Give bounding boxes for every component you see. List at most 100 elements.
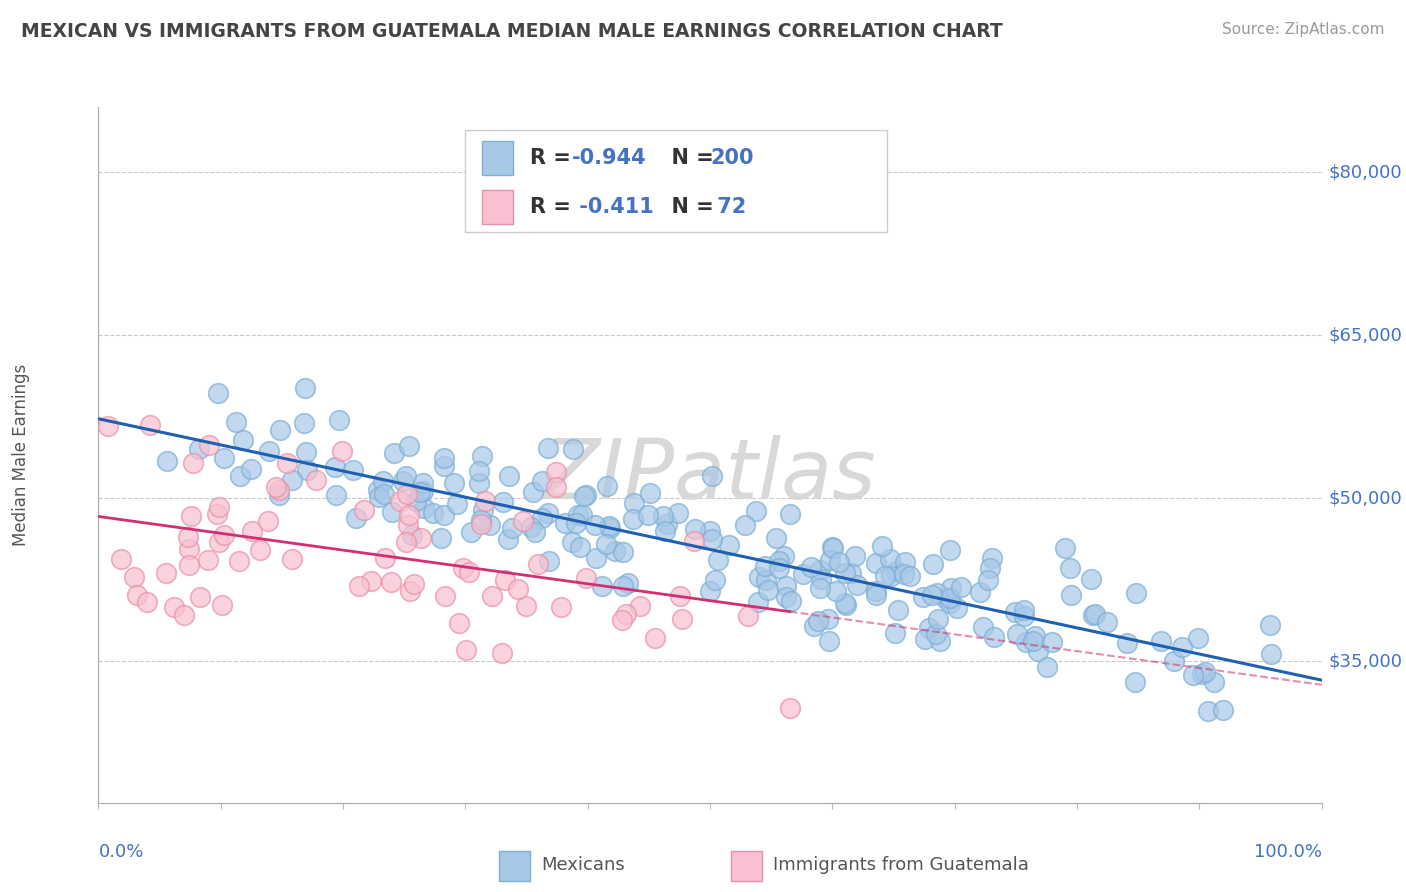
Point: [402, 577, 425, 591]
Point: [208, 534, 231, 549]
Point: [818, 634, 841, 648]
Point: [1042, 635, 1064, 649]
Point: [198, 438, 221, 452]
Point: [447, 615, 470, 630]
Text: -0.944: -0.944: [572, 148, 647, 169]
Point: [457, 565, 479, 579]
Point: [870, 539, 893, 553]
Point: [669, 589, 692, 603]
Point: [699, 583, 721, 598]
Text: ZIPatlas: ZIPatlas: [543, 435, 877, 516]
Point: [792, 567, 814, 582]
Point: [748, 570, 770, 584]
Point: [865, 556, 887, 570]
Point: [596, 479, 619, 493]
Point: [623, 496, 645, 510]
Point: [281, 473, 304, 487]
Point: [392, 474, 415, 488]
Text: Median Male Earnings: Median Male Earnings: [13, 364, 30, 546]
Point: [918, 621, 941, 635]
Point: [344, 511, 367, 525]
Point: [683, 522, 706, 536]
Point: [810, 572, 832, 586]
Point: [768, 554, 790, 568]
Point: [367, 490, 389, 504]
Point: [1053, 541, 1076, 556]
Point: [599, 521, 621, 535]
Point: [409, 485, 432, 500]
Point: [565, 516, 588, 531]
Point: [1123, 675, 1146, 690]
Point: [257, 443, 280, 458]
Point: [249, 543, 271, 558]
Point: [841, 566, 863, 580]
Point: [846, 578, 869, 592]
Text: Mexicans: Mexicans: [541, 856, 626, 874]
Point: [945, 600, 967, 615]
Point: [211, 598, 233, 612]
Point: [1024, 628, 1046, 642]
Point: [434, 590, 457, 604]
Point: [162, 599, 184, 614]
Point: [207, 386, 229, 401]
Point: [422, 506, 444, 520]
Point: [405, 494, 427, 508]
Point: [398, 508, 420, 522]
Point: [595, 537, 617, 551]
Point: [779, 701, 801, 715]
Point: [454, 642, 477, 657]
Point: [834, 566, 856, 580]
Text: -0.411: -0.411: [572, 196, 654, 217]
Point: [884, 564, 907, 578]
Point: [938, 543, 960, 558]
Text: $80,000: $80,000: [1329, 163, 1402, 181]
Point: [125, 588, 148, 602]
Point: [972, 620, 994, 634]
Point: [628, 599, 651, 613]
Point: [571, 508, 593, 522]
Point: [1015, 634, 1038, 648]
Point: [569, 541, 592, 555]
Point: [1258, 618, 1281, 632]
Point: [621, 512, 644, 526]
Point: [591, 579, 613, 593]
Point: [835, 598, 858, 612]
Point: [305, 473, 328, 487]
Point: [884, 626, 907, 640]
Point: [1125, 586, 1147, 600]
Point: [496, 533, 519, 547]
Point: [800, 560, 823, 574]
Point: [612, 579, 634, 593]
Text: R =: R =: [530, 196, 578, 217]
Point: [734, 517, 756, 532]
Point: [756, 583, 779, 598]
Point: [938, 591, 960, 605]
Point: [865, 584, 887, 599]
Point: [433, 459, 456, 474]
Point: [212, 527, 235, 541]
Point: [544, 479, 567, 493]
Point: [754, 559, 776, 574]
Text: Source: ZipAtlas.com: Source: ZipAtlas.com: [1222, 22, 1385, 37]
Point: [983, 630, 1005, 644]
Point: [828, 556, 851, 570]
Point: [765, 532, 787, 546]
Point: [657, 517, 679, 532]
Point: [808, 564, 831, 578]
Point: [1060, 588, 1083, 602]
Point: [939, 596, 962, 610]
Point: [412, 483, 434, 498]
Point: [950, 580, 973, 594]
Point: [342, 463, 364, 477]
Point: [638, 485, 661, 500]
Point: [481, 589, 503, 603]
Point: [979, 561, 1001, 575]
Point: [520, 520, 543, 534]
Point: [512, 514, 534, 528]
Point: [745, 504, 768, 518]
Point: [1260, 648, 1282, 662]
Point: [925, 627, 948, 641]
Point: [155, 566, 177, 581]
Point: [834, 596, 856, 610]
Point: [396, 486, 419, 500]
